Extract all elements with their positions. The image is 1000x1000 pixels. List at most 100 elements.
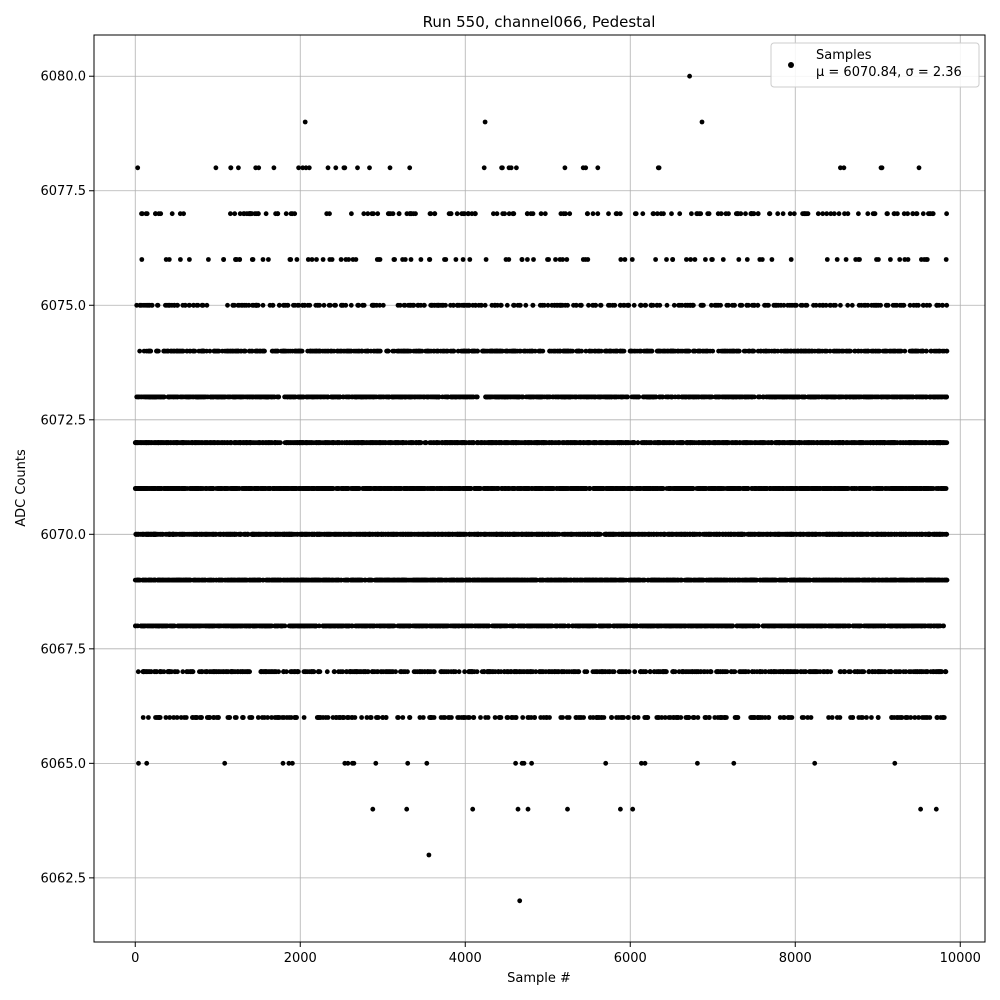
data-point — [565, 623, 571, 629]
data-point — [459, 623, 464, 629]
data-point — [679, 577, 684, 583]
data-point — [811, 623, 817, 629]
data-point — [368, 715, 374, 720]
data-point — [211, 715, 217, 720]
data-point — [180, 669, 186, 675]
data-point — [299, 577, 305, 583]
data-point — [413, 623, 418, 629]
data-point — [304, 669, 310, 675]
data-point — [690, 715, 696, 720]
data-point — [216, 715, 221, 720]
data-point — [784, 669, 790, 675]
data-point — [341, 577, 347, 583]
data-point — [150, 623, 156, 629]
data-point — [722, 715, 728, 720]
data-point — [898, 715, 904, 720]
data-point — [722, 669, 728, 675]
data-point — [280, 760, 286, 766]
data-point — [623, 577, 629, 583]
data-point — [668, 577, 674, 583]
data-point — [308, 623, 313, 629]
data-point — [667, 623, 673, 629]
data-point — [206, 623, 211, 629]
data-point — [757, 669, 763, 675]
data-point — [491, 669, 497, 675]
data-point — [551, 669, 557, 675]
data-point — [200, 669, 205, 675]
data-point — [288, 669, 293, 675]
data-point — [755, 623, 761, 629]
data-point — [331, 669, 337, 675]
data-point — [187, 623, 193, 629]
data-point — [140, 715, 146, 720]
data-point — [908, 715, 914, 720]
data-point — [614, 715, 619, 720]
data-point — [508, 669, 514, 675]
data-point — [234, 623, 240, 629]
data-point — [695, 760, 700, 766]
data-point — [655, 715, 661, 720]
data-point — [332, 623, 338, 629]
data-point — [399, 577, 405, 583]
data-point — [522, 669, 527, 675]
data-point — [289, 577, 295, 583]
data-point — [199, 715, 204, 720]
data-point — [837, 623, 843, 629]
data-point — [641, 577, 647, 583]
data-point — [352, 715, 358, 720]
data-point — [424, 760, 430, 766]
data-point — [304, 577, 309, 583]
data-point — [172, 669, 178, 675]
data-point — [342, 760, 348, 766]
data-point — [526, 715, 532, 720]
data-point — [547, 669, 553, 675]
data-point — [930, 669, 936, 675]
data-point — [533, 577, 539, 583]
data-point — [174, 715, 180, 720]
data-point — [514, 669, 519, 675]
data-point — [405, 669, 410, 675]
data-point — [894, 669, 900, 675]
data-point — [941, 623, 946, 629]
data-point — [136, 760, 141, 766]
data-point — [626, 715, 631, 720]
data-point — [876, 669, 882, 675]
data-point — [870, 669, 876, 675]
data-point — [598, 669, 604, 675]
data-point — [935, 623, 941, 629]
data-point — [436, 577, 441, 583]
data-point — [644, 623, 650, 629]
data-point — [192, 623, 198, 629]
data-point — [697, 623, 703, 629]
data-point — [876, 623, 882, 629]
data-point — [492, 577, 498, 583]
data-point — [605, 669, 611, 675]
data-point — [715, 577, 720, 583]
data-point — [638, 669, 644, 675]
data-point — [269, 715, 274, 720]
data-point — [539, 669, 545, 675]
data-point — [416, 623, 422, 629]
data-point — [182, 623, 188, 629]
data-point — [137, 577, 143, 583]
data-point — [881, 669, 887, 675]
data-point — [558, 715, 564, 720]
data-point — [356, 669, 362, 675]
data-point — [431, 715, 437, 720]
data-point — [670, 669, 676, 675]
data-point — [927, 715, 933, 720]
data-point — [478, 715, 483, 720]
data-point — [497, 715, 503, 720]
data-point — [799, 715, 805, 720]
data-point — [225, 623, 231, 629]
data-point — [862, 623, 867, 629]
data-point — [512, 577, 518, 583]
data-point — [842, 577, 848, 583]
data-point — [422, 669, 427, 675]
data-point — [785, 715, 791, 720]
data-point — [768, 669, 774, 675]
data-point — [737, 669, 742, 675]
data-point — [752, 669, 757, 675]
data-point — [701, 623, 707, 629]
